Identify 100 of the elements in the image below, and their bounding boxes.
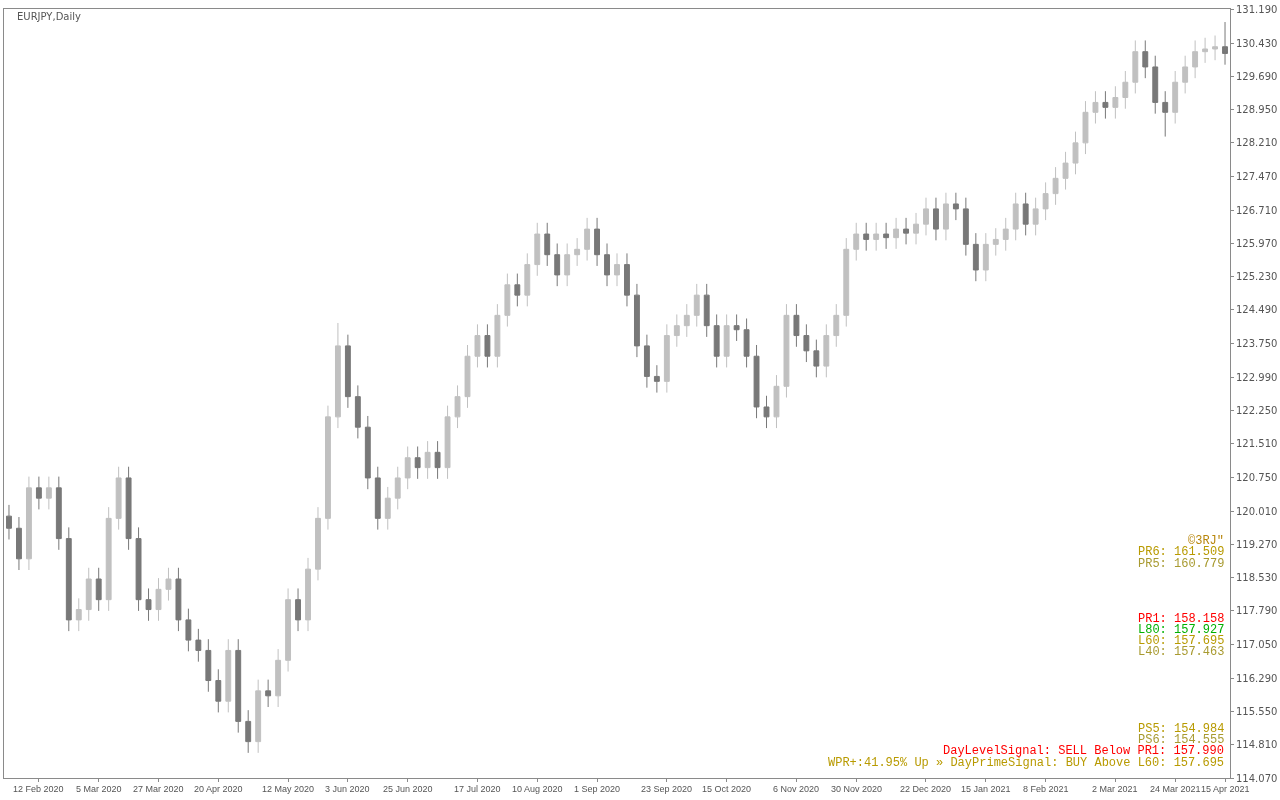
candlestick: [6, 504, 12, 540]
x-tick-label: 3 Jun 2020: [325, 784, 370, 794]
candlestick: [803, 323, 810, 363]
x-tick-label: 20 Apr 2020: [194, 784, 243, 794]
candlestick: [424, 440, 431, 480]
candlestick: [584, 217, 591, 262]
candlestick: [624, 252, 630, 307]
candlestick: [1012, 192, 1019, 241]
candlestick: [783, 303, 790, 399]
candlestick: [1152, 55, 1159, 115]
candlestick: [683, 303, 690, 338]
annotation: PR6: 161.509: [1138, 545, 1225, 559]
candlestick: [185, 608, 192, 652]
candlestick: [285, 587, 292, 673]
y-tick-label: 116.290: [1236, 672, 1278, 684]
x-tick-label: 27 Mar 2020: [133, 784, 184, 794]
candlestick: [923, 197, 929, 236]
candlestick: [534, 222, 541, 277]
candlestick: [743, 317, 750, 368]
candlestick: [843, 237, 850, 328]
candlestick: [883, 222, 890, 250]
y-tick-label: 117.050: [1236, 638, 1278, 650]
candlestick: [494, 303, 501, 368]
candlestick: [354, 384, 361, 439]
x-tick-label: 15 Oct 2020: [702, 784, 752, 794]
candlestick: [693, 283, 700, 328]
candlestick: [484, 323, 491, 368]
x-tick-label: 22 Dec 2020: [900, 784, 952, 794]
candlestick: [1092, 90, 1099, 125]
candlestick: [1142, 39, 1149, 79]
candlestick: [16, 516, 22, 571]
y-tick-label: 128.950: [1236, 104, 1278, 116]
candlestick: [813, 339, 820, 378]
candlestick: [464, 344, 471, 409]
candlestick: [903, 217, 909, 245]
candlestick: [773, 374, 780, 429]
y-tick-label: 125.970: [1236, 237, 1278, 249]
candlestick: [374, 466, 381, 531]
candlestick: [315, 506, 321, 581]
y-tick-label: 128.210: [1236, 137, 1278, 149]
candlestick: [394, 466, 401, 510]
candlestick: [75, 597, 82, 632]
candlestick: [225, 638, 232, 713]
candlestick: [115, 466, 122, 531]
candlestick: [574, 237, 581, 267]
x-tick-label: 24 Mar 2021: [1150, 784, 1201, 794]
candlestick: [325, 405, 331, 531]
candlestick: [384, 486, 391, 531]
candlestick: [175, 567, 182, 632]
candlestick: [1022, 192, 1029, 236]
candlestick: [554, 242, 561, 287]
y-tick-label: 131.190: [1236, 3, 1278, 15]
annotation: L40: 157.463: [1138, 645, 1225, 659]
candlestick: [1032, 197, 1039, 236]
y-tick-label: 130.430: [1236, 37, 1278, 49]
candlestick: [85, 567, 92, 622]
y-tick-label: 118.530: [1236, 572, 1278, 584]
candlestick: [255, 679, 262, 754]
candlestick: [235, 638, 242, 734]
candlestick: [1202, 37, 1209, 64]
y-tick-label: 125.230: [1236, 271, 1278, 283]
candlestick: [663, 323, 670, 394]
candlestick: [504, 273, 511, 328]
candlestick: [1132, 39, 1139, 94]
candlestick: [823, 323, 830, 378]
candlestick: [1082, 100, 1089, 155]
candlestick: [155, 577, 162, 622]
x-tick-label: 10 Aug 2020: [512, 784, 563, 794]
candlestick: [564, 242, 571, 287]
candlestick: [55, 476, 62, 551]
candlestick: [1062, 151, 1069, 191]
candlestick: [1212, 35, 1218, 61]
candlestick: [65, 526, 72, 632]
y-tick-label: 120.750: [1236, 472, 1278, 484]
candlestick: [414, 446, 421, 480]
y-tick-label: 126.710: [1236, 204, 1278, 216]
candlestick: [793, 303, 800, 348]
candlestick: [1042, 181, 1049, 221]
candlestick: [733, 313, 740, 342]
candlestick: [215, 668, 222, 713]
candlestick: [1192, 39, 1199, 79]
candlestick: [962, 197, 969, 257]
x-tick-label: 12 May 2020: [262, 784, 315, 794]
candlestick: [125, 466, 132, 551]
candlestick: [713, 313, 720, 368]
annotation: PR5: 160.779: [1138, 557, 1225, 571]
candlestick: [544, 222, 551, 267]
y-tick-label: 129.690: [1236, 70, 1278, 82]
candlestick: [952, 192, 959, 221]
candlestick: [265, 679, 272, 708]
y-tick-label: 124.490: [1236, 304, 1278, 316]
candlestick: [673, 313, 680, 348]
candlestick: [344, 334, 351, 409]
candlestick: [334, 322, 341, 429]
annotation: DayLevelSignal: SELL Below PR1: 157.990: [943, 744, 1224, 758]
candlestick: [982, 232, 989, 282]
candlestick: [992, 227, 999, 257]
candlestick: [295, 587, 301, 632]
candlestick: [942, 192, 949, 241]
y-tick-label: 122.250: [1236, 405, 1278, 417]
